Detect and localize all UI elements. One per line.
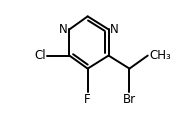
- Text: N: N: [110, 23, 119, 36]
- Text: N: N: [59, 23, 68, 36]
- Text: Cl: Cl: [34, 49, 46, 62]
- Text: CH₃: CH₃: [149, 49, 171, 62]
- Text: F: F: [84, 93, 91, 106]
- Text: Br: Br: [123, 93, 136, 106]
